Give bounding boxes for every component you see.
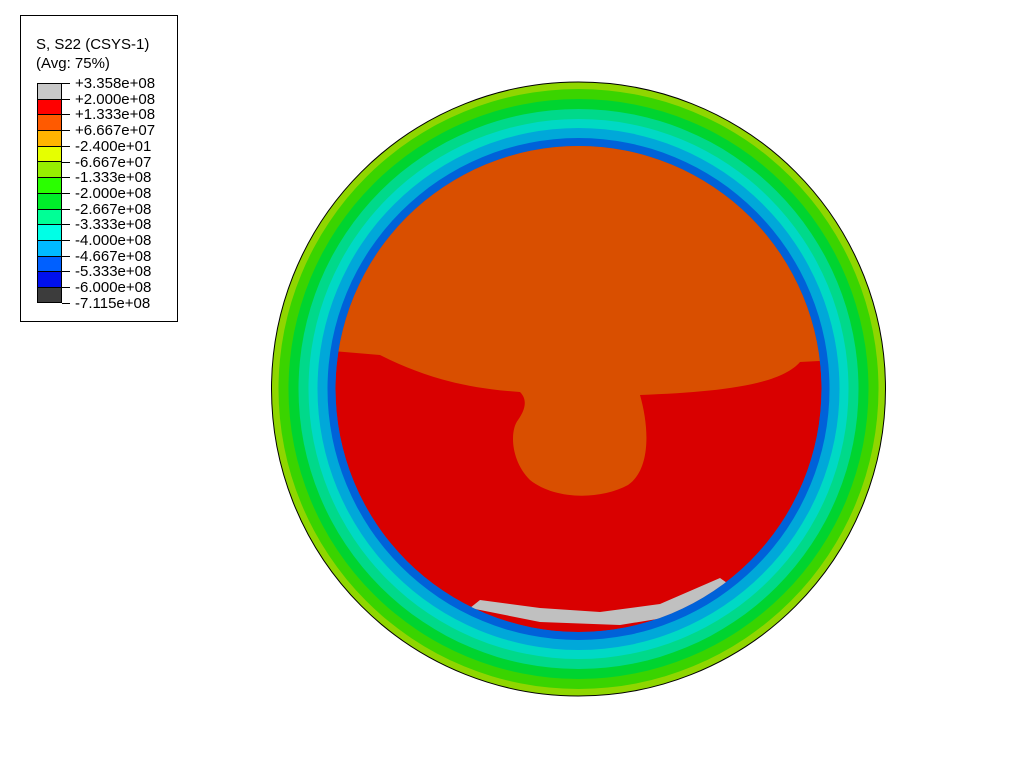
legend-tick [62, 145, 70, 147]
legend-tick [62, 192, 70, 194]
legend-tick [62, 130, 70, 132]
legend-swatch [37, 161, 62, 178]
legend-swatch [37, 208, 62, 225]
legend-tick [62, 271, 70, 273]
part-outline [271, 81, 886, 697]
legend-tick-label: -1.333e+08 [75, 169, 152, 187]
legend-swatch [37, 224, 62, 240]
legend-swatch [37, 192, 62, 209]
legend-tick-label: -3.333e+08 [75, 216, 152, 234]
legend-tick-label: +2.000e+08 [75, 90, 156, 108]
legend-tick [62, 302, 70, 304]
grey-patch [470, 578, 730, 625]
legend-swatch [37, 114, 62, 131]
legend-tick [62, 83, 70, 84]
legend-swatch [37, 286, 62, 303]
legend-tick [62, 224, 70, 226]
legend-tick [62, 161, 70, 163]
legend-swatch [37, 239, 62, 256]
legend-tick-label: -4.667e+08 [75, 247, 152, 265]
legend-tick [62, 208, 70, 210]
legend-swatch [37, 98, 62, 115]
legend-color-bar [37, 83, 62, 303]
legend-tick [62, 114, 70, 116]
legend-swatch [37, 255, 62, 272]
legend-swatch [37, 83, 62, 99]
legend-tick-label: -2.400e+01 [75, 137, 152, 155]
legend-swatch [37, 271, 62, 287]
contour-legend: S, S22 (CSYS-1) (Avg: 75%) +3.358e+08 +2.… [20, 15, 178, 322]
legend-swatch [37, 145, 62, 162]
legend-subtitle: (Avg: 75%) [36, 55, 110, 72]
legend-tick [62, 287, 70, 289]
legend-tick [62, 98, 70, 100]
legend-tick [62, 255, 70, 257]
legend-tick [62, 240, 70, 241]
legend-tick-label: -4.000e+08 [75, 232, 152, 249]
legend-swatch [37, 130, 62, 146]
legend-tick [62, 177, 70, 179]
legend-tick-label: -5.333e+08 [75, 263, 152, 281]
legend-title: S, S22 (CSYS-1) [36, 36, 150, 53]
legend-swatch [37, 177, 62, 193]
legend-tick-label: -2.667e+08 [75, 200, 152, 218]
legend-tick-label: -6.667e+07 [75, 153, 152, 171]
legend-tick-label: +3.358e+08 [75, 75, 156, 92]
legend-tick-label: +1.333e+08 [75, 106, 156, 124]
legend-tick-label: -2.000e+08 [75, 184, 152, 202]
legend-tick-label: -7.115e+08 [75, 294, 151, 312]
legend-tick-label: -6.000e+08 [75, 279, 152, 297]
legend-tick-label: +6.667e+07 [75, 122, 156, 140]
